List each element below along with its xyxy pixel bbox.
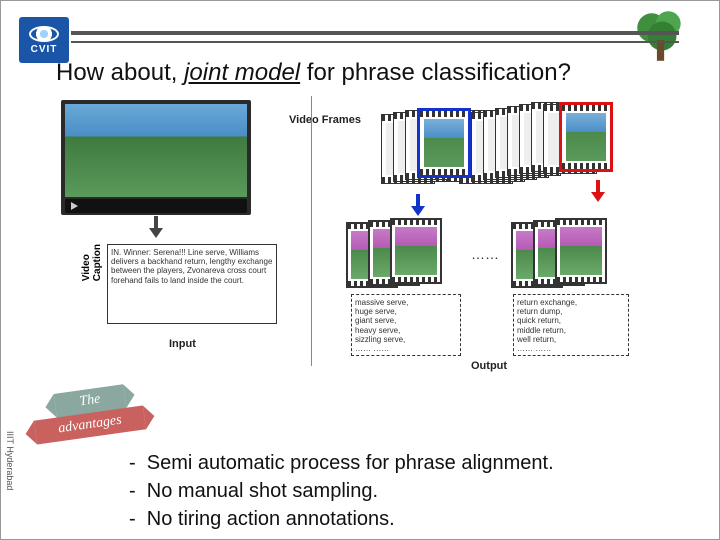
title-pre: How about,: [56, 59, 184, 86]
diagram: Video Frames: [61, 96, 679, 376]
eye-icon: [29, 26, 59, 42]
input-label: Input: [169, 338, 196, 350]
phrases-right-box: return exchange, return dump, quick retu…: [513, 294, 629, 356]
selected-frame-red: [559, 102, 613, 172]
separator: [311, 96, 312, 366]
video-controls: [65, 199, 247, 213]
mini-strip-right: [511, 218, 615, 290]
phrases-left-box: massive serve, huge serve, giant serve, …: [351, 294, 461, 356]
institution-label: IIIT Hyderabad: [5, 431, 15, 490]
bullet-list: Semi automatic process for phrase alignm…: [129, 449, 554, 533]
ellipsis: ……: [471, 246, 499, 262]
video-screen: [65, 104, 247, 197]
advantages-ribbon: The advantages: [31, 389, 161, 445]
tree-icon: [629, 5, 691, 67]
header-rule-thin: [71, 41, 679, 43]
mini-strip-left: [346, 218, 450, 290]
slide: CVIT How about, joint model for phrase c…: [0, 0, 720, 540]
cvit-logo: CVIT: [19, 17, 69, 63]
video-caption-label: VideoCaption: [81, 244, 103, 281]
caption-text: IN. Winner: Serena!!! Line serve, Willia…: [111, 248, 272, 285]
slide-title: How about, joint model for phrase classi…: [56, 59, 571, 87]
phrases-left: massive serve, huge serve, giant serve, …: [355, 298, 408, 353]
title-post: for phrase classification?: [300, 59, 571, 86]
video-frames-label: Video Frames: [289, 114, 361, 126]
arrow-red-icon: [591, 180, 605, 204]
selected-frame-blue: [417, 108, 471, 178]
header-rule: [71, 31, 679, 35]
phrases-right: return exchange, return dump, quick retu…: [517, 298, 577, 353]
arrow-blue-icon: [411, 194, 425, 218]
bullet-item: No manual shot sampling.: [129, 477, 554, 505]
cvit-logo-text: CVIT: [31, 44, 58, 55]
arrow-down-icon: [149, 216, 163, 240]
filmstrip: Video Frames: [281, 100, 641, 200]
title-emph: joint model: [184, 59, 300, 86]
bullet-item: No tiring action annotations.: [129, 505, 554, 533]
caption-text-box: IN. Winner: Serena!!! Line serve, Willia…: [107, 244, 277, 324]
output-label: Output: [471, 360, 507, 372]
bullet-item: Semi automatic process for phrase alignm…: [129, 449, 554, 477]
video-player: [61, 100, 251, 215]
